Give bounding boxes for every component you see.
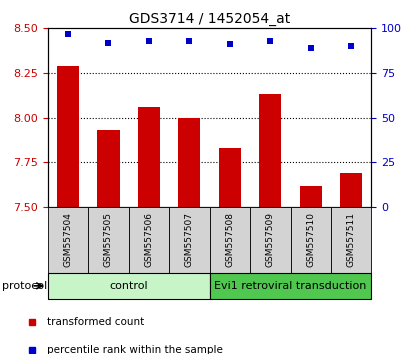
Point (348, 43, 354, 49)
Text: GSM557508: GSM557508 (225, 212, 234, 267)
Point (308, 45, 314, 51)
Text: GSM557504: GSM557504 (63, 212, 73, 267)
Bar (48, 273, 210, 299)
Bar (210, 207, 250, 273)
Bar (219, 148, 241, 207)
Bar (300, 185, 322, 207)
Bar (48, 207, 88, 273)
Bar (290, 207, 331, 273)
Text: GSM557505: GSM557505 (104, 212, 113, 267)
Bar (210, 273, 371, 299)
Point (65, 31, 71, 36)
Bar (88, 207, 129, 273)
Text: percentile rank within the sample: percentile rank within the sample (47, 346, 223, 354)
Bar (259, 95, 281, 207)
Bar (129, 207, 169, 273)
Bar (97, 130, 120, 207)
Text: protocol: protocol (2, 281, 47, 291)
Title: GDS3714 / 1452054_at: GDS3714 / 1452054_at (129, 12, 290, 26)
Text: control: control (109, 281, 148, 291)
Bar (340, 173, 362, 207)
Point (146, 38, 152, 44)
Point (227, 41, 233, 47)
Point (105, 40, 112, 45)
Text: GSM557507: GSM557507 (185, 212, 194, 267)
Bar (169, 207, 210, 273)
Bar (250, 207, 290, 273)
Bar (331, 207, 371, 273)
Text: GSM557511: GSM557511 (347, 212, 356, 267)
Bar (57, 66, 79, 207)
Bar (138, 107, 160, 207)
Text: Evi1 retroviral transduction: Evi1 retroviral transduction (214, 281, 367, 291)
Text: GSM557510: GSM557510 (306, 212, 315, 267)
Text: transformed count: transformed count (47, 317, 144, 327)
Text: GSM557509: GSM557509 (266, 212, 275, 267)
Bar (178, 118, 200, 207)
Point (267, 38, 273, 44)
Text: GSM557506: GSM557506 (144, 212, 154, 267)
Point (186, 38, 193, 44)
